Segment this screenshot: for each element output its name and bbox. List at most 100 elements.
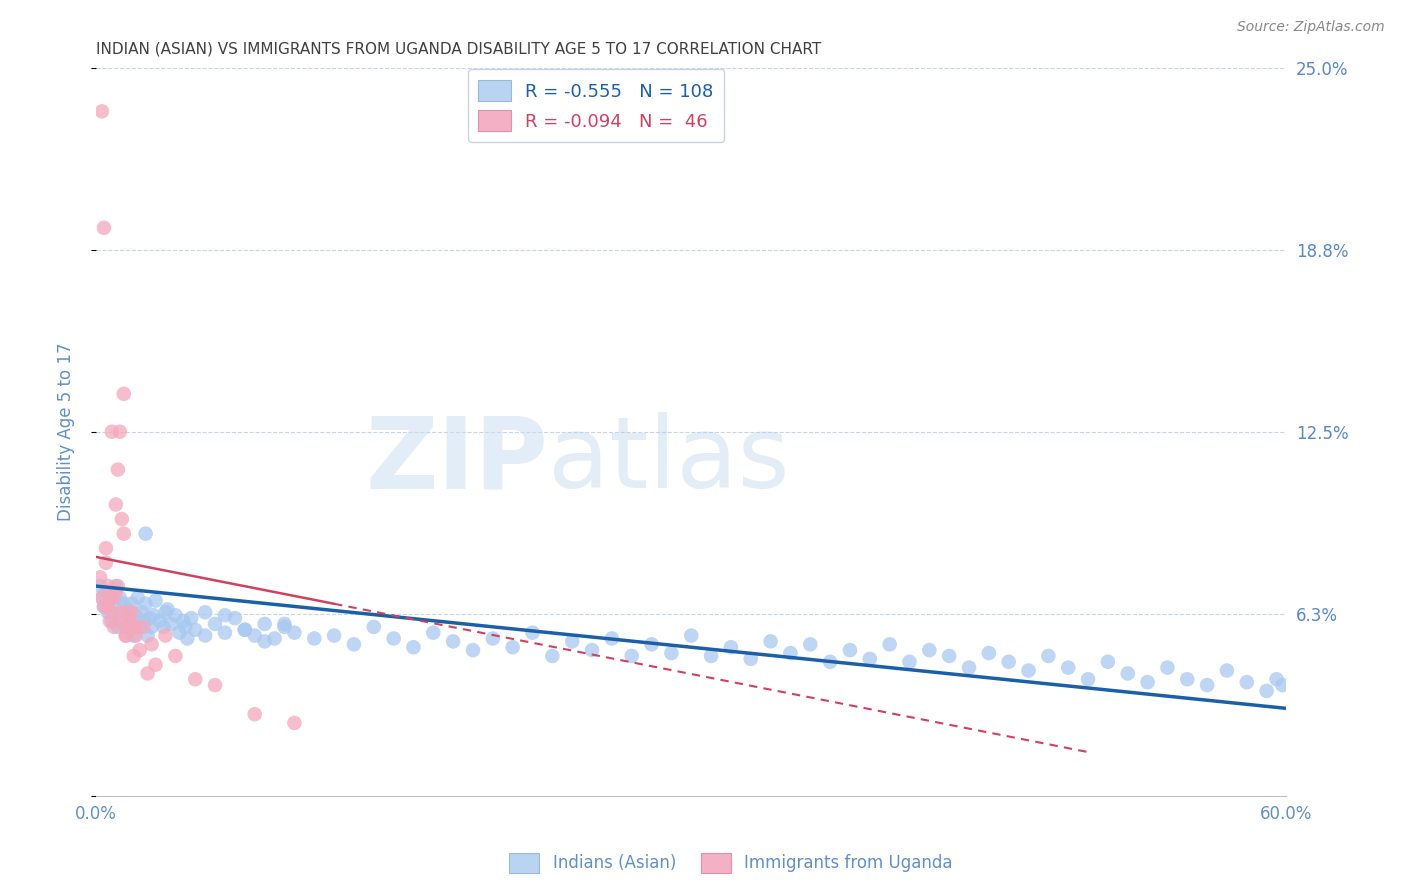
Point xyxy=(1156,660,1178,674)
Y-axis label: Disability Age 5 to 17: Disability Age 5 to 17 xyxy=(58,343,75,521)
Point xyxy=(145,657,167,672)
Text: Source: ZipAtlas.com: Source: ZipAtlas.com xyxy=(1237,20,1385,34)
Point xyxy=(273,620,295,634)
Point xyxy=(117,605,139,619)
Point xyxy=(111,608,134,623)
Point xyxy=(165,648,187,663)
Point xyxy=(263,632,285,646)
Point xyxy=(581,643,603,657)
Point xyxy=(253,634,276,648)
Point xyxy=(103,599,125,614)
Point xyxy=(101,614,124,628)
Point xyxy=(111,512,134,526)
Point xyxy=(118,614,141,628)
Point xyxy=(107,579,129,593)
Point xyxy=(204,616,226,631)
Point xyxy=(135,526,157,541)
Point xyxy=(977,646,1000,660)
Point xyxy=(779,646,801,660)
Point xyxy=(253,616,276,631)
Point xyxy=(98,591,121,605)
Point xyxy=(112,597,135,611)
Point xyxy=(1175,673,1198,687)
Point xyxy=(94,585,117,599)
Point xyxy=(104,498,127,512)
Point xyxy=(561,634,583,648)
Point xyxy=(104,585,127,599)
Point xyxy=(194,605,217,619)
Point xyxy=(125,608,148,623)
Point xyxy=(1038,648,1060,663)
Point xyxy=(118,614,141,628)
Point xyxy=(91,591,114,605)
Point xyxy=(1216,664,1239,678)
Point xyxy=(1197,678,1219,692)
Point xyxy=(165,608,187,623)
Point xyxy=(283,625,305,640)
Point xyxy=(1136,675,1159,690)
Point xyxy=(93,599,115,614)
Point xyxy=(184,673,207,687)
Point xyxy=(125,620,148,634)
Point xyxy=(799,637,821,651)
Point xyxy=(125,629,148,643)
Point xyxy=(155,605,177,619)
Point xyxy=(148,614,170,628)
Point xyxy=(502,640,524,655)
Point xyxy=(117,602,139,616)
Point xyxy=(363,620,385,634)
Point xyxy=(108,425,131,439)
Point xyxy=(233,623,256,637)
Point xyxy=(135,597,157,611)
Point xyxy=(98,614,121,628)
Point xyxy=(879,637,901,651)
Point xyxy=(127,591,149,605)
Point xyxy=(112,526,135,541)
Point xyxy=(132,614,155,628)
Point xyxy=(122,629,145,643)
Point xyxy=(104,579,127,593)
Point xyxy=(818,655,841,669)
Point xyxy=(283,715,305,730)
Point xyxy=(541,648,564,663)
Point xyxy=(94,556,117,570)
Point xyxy=(461,643,484,657)
Point xyxy=(273,616,295,631)
Point xyxy=(128,643,150,657)
Point xyxy=(138,611,160,625)
Point xyxy=(114,620,136,634)
Point xyxy=(101,425,124,439)
Point xyxy=(997,655,1019,669)
Point xyxy=(233,623,256,637)
Text: ZIP: ZIP xyxy=(366,412,548,509)
Point xyxy=(98,591,121,605)
Point xyxy=(661,646,683,660)
Point xyxy=(382,632,405,646)
Point xyxy=(103,591,125,605)
Point xyxy=(172,614,194,628)
Point xyxy=(600,632,623,646)
Point xyxy=(93,220,115,235)
Point xyxy=(243,707,266,722)
Point xyxy=(1116,666,1139,681)
Point xyxy=(108,614,131,628)
Point xyxy=(97,599,120,614)
Point xyxy=(323,629,346,643)
Point xyxy=(759,634,782,648)
Point xyxy=(136,629,159,643)
Point xyxy=(918,643,941,657)
Point xyxy=(174,620,197,634)
Point xyxy=(522,625,544,640)
Point xyxy=(107,462,129,476)
Point xyxy=(141,637,163,651)
Point xyxy=(1057,660,1080,674)
Point xyxy=(141,620,163,634)
Point xyxy=(184,623,207,637)
Point xyxy=(155,629,177,643)
Legend: Indians (Asian), Immigrants from Uganda: Indians (Asian), Immigrants from Uganda xyxy=(503,847,959,880)
Point xyxy=(243,629,266,643)
Point xyxy=(156,602,179,616)
Point xyxy=(122,648,145,663)
Point xyxy=(132,620,155,634)
Legend: R = -0.555   N = 108, R = -0.094   N =  46: R = -0.555 N = 108, R = -0.094 N = 46 xyxy=(468,70,724,142)
